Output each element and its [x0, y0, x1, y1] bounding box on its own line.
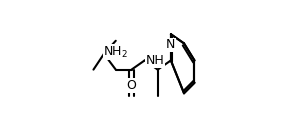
- Text: O: O: [127, 79, 136, 92]
- Text: N: N: [166, 38, 176, 51]
- Text: NH: NH: [145, 54, 164, 67]
- Text: NH$_2$: NH$_2$: [103, 45, 128, 60]
